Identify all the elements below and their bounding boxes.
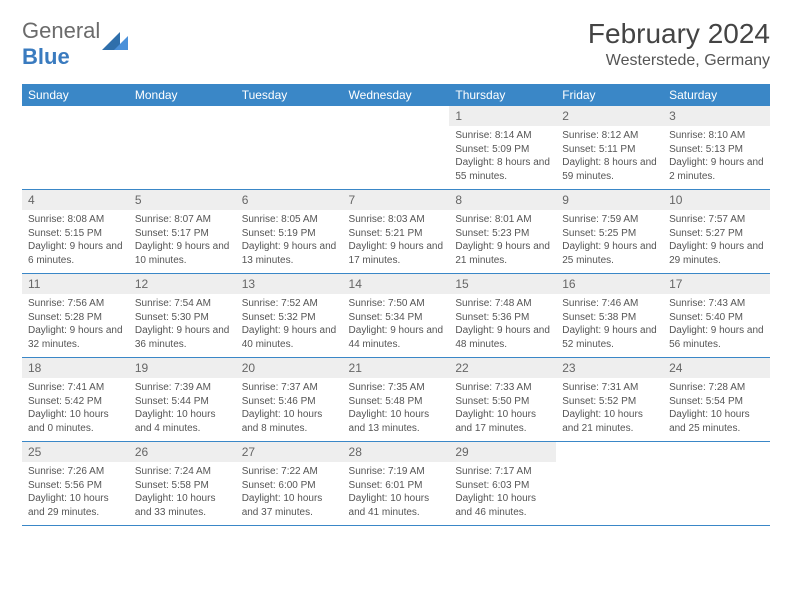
day-detail: Sunrise: 7:22 AMSunset: 6:00 PMDaylight:… [236, 462, 343, 526]
day-header: Monday [129, 84, 236, 106]
day-detail: Sunrise: 7:41 AMSunset: 5:42 PMDaylight:… [22, 378, 129, 442]
title-block: February 2024 Westerstede, Germany [588, 18, 770, 70]
header: General Blue February 2024 Westerstede, … [22, 18, 770, 70]
day-detail: Sunrise: 7:48 AMSunset: 5:36 PMDaylight:… [449, 294, 556, 358]
day-number [556, 442, 663, 463]
day-number: 2 [556, 106, 663, 126]
day-number: 10 [663, 190, 770, 211]
day-number [663, 442, 770, 463]
day-detail: Sunrise: 7:19 AMSunset: 6:01 PMDaylight:… [343, 462, 450, 526]
day-number: 7 [343, 190, 450, 211]
day-number [236, 106, 343, 126]
day-detail: Sunrise: 7:35 AMSunset: 5:48 PMDaylight:… [343, 378, 450, 442]
day-detail: Sunrise: 7:31 AMSunset: 5:52 PMDaylight:… [556, 378, 663, 442]
day-number: 1 [449, 106, 556, 126]
logo-text-a: General [22, 18, 100, 43]
day-detail-row: Sunrise: 7:56 AMSunset: 5:28 PMDaylight:… [22, 294, 770, 358]
day-number-row: 45678910 [22, 190, 770, 211]
day-number: 11 [22, 274, 129, 295]
day-detail [236, 126, 343, 190]
day-number-row: 2526272829 [22, 442, 770, 463]
day-detail: Sunrise: 8:03 AMSunset: 5:21 PMDaylight:… [343, 210, 450, 274]
day-detail: Sunrise: 7:43 AMSunset: 5:40 PMDaylight:… [663, 294, 770, 358]
day-number: 29 [449, 442, 556, 463]
logo-mark-icon [102, 30, 130, 59]
day-detail: Sunrise: 7:46 AMSunset: 5:38 PMDaylight:… [556, 294, 663, 358]
day-number-row: 18192021222324 [22, 358, 770, 379]
day-detail: Sunrise: 7:59 AMSunset: 5:25 PMDaylight:… [556, 210, 663, 274]
day-header-row: Sunday Monday Tuesday Wednesday Thursday… [22, 84, 770, 106]
day-header: Sunday [22, 84, 129, 106]
day-number: 17 [663, 274, 770, 295]
day-number: 4 [22, 190, 129, 211]
day-detail: Sunrise: 7:39 AMSunset: 5:44 PMDaylight:… [129, 378, 236, 442]
day-number: 19 [129, 358, 236, 379]
day-detail: Sunrise: 8:10 AMSunset: 5:13 PMDaylight:… [663, 126, 770, 190]
day-detail-row: Sunrise: 8:14 AMSunset: 5:09 PMDaylight:… [22, 126, 770, 190]
day-number: 28 [343, 442, 450, 463]
day-detail: Sunrise: 7:17 AMSunset: 6:03 PMDaylight:… [449, 462, 556, 526]
day-detail: Sunrise: 8:14 AMSunset: 5:09 PMDaylight:… [449, 126, 556, 190]
day-detail: Sunrise: 8:08 AMSunset: 5:15 PMDaylight:… [22, 210, 129, 274]
day-number-row: 11121314151617 [22, 274, 770, 295]
day-number: 18 [22, 358, 129, 379]
day-number: 21 [343, 358, 450, 379]
day-number: 20 [236, 358, 343, 379]
calendar-table: Sunday Monday Tuesday Wednesday Thursday… [22, 84, 770, 526]
day-number: 15 [449, 274, 556, 295]
day-detail: Sunrise: 7:33 AMSunset: 5:50 PMDaylight:… [449, 378, 556, 442]
day-header: Wednesday [343, 84, 450, 106]
day-number: 5 [129, 190, 236, 211]
day-header: Friday [556, 84, 663, 106]
day-number: 6 [236, 190, 343, 211]
day-number: 12 [129, 274, 236, 295]
day-detail: Sunrise: 8:12 AMSunset: 5:11 PMDaylight:… [556, 126, 663, 190]
calendar-body: 123 Sunrise: 8:14 AMSunset: 5:09 PMDayli… [22, 106, 770, 526]
day-detail: Sunrise: 8:01 AMSunset: 5:23 PMDaylight:… [449, 210, 556, 274]
day-header: Tuesday [236, 84, 343, 106]
day-number: 8 [449, 190, 556, 211]
day-detail [663, 462, 770, 526]
day-header: Thursday [449, 84, 556, 106]
day-detail: Sunrise: 8:05 AMSunset: 5:19 PMDaylight:… [236, 210, 343, 274]
day-number [129, 106, 236, 126]
logo-text-b: Blue [22, 44, 70, 69]
day-number: 9 [556, 190, 663, 211]
day-detail: Sunrise: 7:50 AMSunset: 5:34 PMDaylight:… [343, 294, 450, 358]
day-detail: Sunrise: 7:37 AMSunset: 5:46 PMDaylight:… [236, 378, 343, 442]
day-number: 16 [556, 274, 663, 295]
day-number: 26 [129, 442, 236, 463]
day-detail [22, 126, 129, 190]
day-detail [129, 126, 236, 190]
day-number-row: 123 [22, 106, 770, 126]
day-detail: Sunrise: 7:54 AMSunset: 5:30 PMDaylight:… [129, 294, 236, 358]
day-detail: Sunrise: 7:52 AMSunset: 5:32 PMDaylight:… [236, 294, 343, 358]
day-detail: Sunrise: 7:28 AMSunset: 5:54 PMDaylight:… [663, 378, 770, 442]
day-number: 14 [343, 274, 450, 295]
day-number: 22 [449, 358, 556, 379]
day-number: 23 [556, 358, 663, 379]
day-header: Saturday [663, 84, 770, 106]
day-detail: Sunrise: 8:07 AMSunset: 5:17 PMDaylight:… [129, 210, 236, 274]
day-number: 24 [663, 358, 770, 379]
logo: General Blue [22, 18, 130, 70]
day-detail-row: Sunrise: 8:08 AMSunset: 5:15 PMDaylight:… [22, 210, 770, 274]
day-number [343, 106, 450, 126]
day-detail: Sunrise: 7:57 AMSunset: 5:27 PMDaylight:… [663, 210, 770, 274]
day-number [22, 106, 129, 126]
logo-text: General Blue [22, 18, 100, 70]
day-detail: Sunrise: 7:24 AMSunset: 5:58 PMDaylight:… [129, 462, 236, 526]
day-number: 25 [22, 442, 129, 463]
day-detail [343, 126, 450, 190]
day-number: 27 [236, 442, 343, 463]
day-detail-row: Sunrise: 7:26 AMSunset: 5:56 PMDaylight:… [22, 462, 770, 526]
month-title: February 2024 [588, 18, 770, 50]
day-number: 3 [663, 106, 770, 126]
day-number: 13 [236, 274, 343, 295]
day-detail: Sunrise: 7:26 AMSunset: 5:56 PMDaylight:… [22, 462, 129, 526]
day-detail [556, 462, 663, 526]
day-detail: Sunrise: 7:56 AMSunset: 5:28 PMDaylight:… [22, 294, 129, 358]
day-detail-row: Sunrise: 7:41 AMSunset: 5:42 PMDaylight:… [22, 378, 770, 442]
location: Westerstede, Germany [588, 52, 770, 70]
